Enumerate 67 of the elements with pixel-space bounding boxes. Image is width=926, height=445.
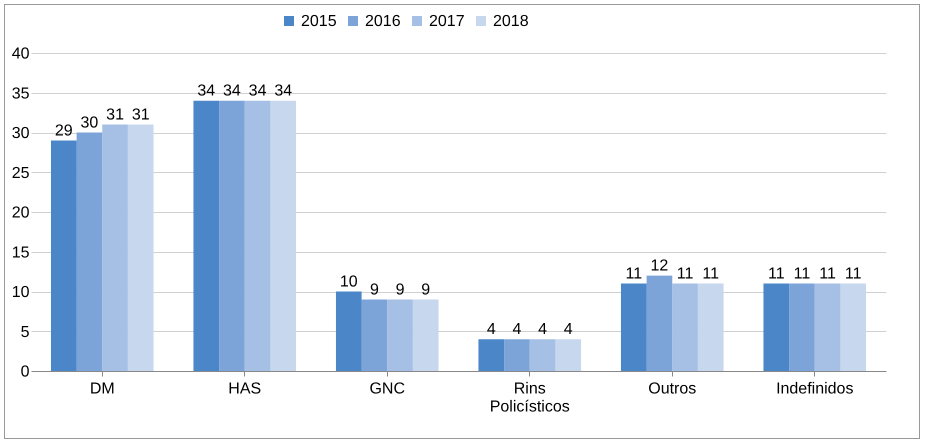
data-label: 11 (768, 266, 785, 283)
data-label: 34 (197, 82, 216, 100)
bar (840, 284, 866, 371)
data-label: 31 (132, 106, 150, 124)
bar (672, 284, 698, 371)
data-label: 4 (538, 321, 548, 338)
data-label: 4 (486, 321, 496, 338)
bar (270, 100, 296, 371)
y-tick-label: 20 (12, 204, 30, 222)
y-tick-label: 35 (12, 85, 30, 102)
x-tick-label: GNC (369, 380, 406, 398)
y-tick-label: 10 (12, 284, 30, 301)
bar (555, 339, 582, 371)
x-tick-label: Rins Policísticos (490, 380, 570, 416)
data-label: 4 (564, 321, 573, 338)
bar (193, 100, 220, 371)
bar (646, 276, 672, 371)
data-label: 9 (396, 281, 405, 298)
bar (336, 292, 362, 371)
data-label: 11 (676, 266, 694, 283)
bar (504, 339, 530, 371)
x-tick-label: Outros (648, 380, 696, 398)
bar (76, 132, 102, 371)
y-tick-label: 0 (20, 364, 30, 380)
bar (814, 284, 840, 371)
data-label: 4 (512, 321, 522, 338)
data-label: 30 (80, 114, 98, 132)
data-label: 10 (340, 274, 358, 290)
bar (620, 284, 647, 371)
legend-label: 2016 (365, 13, 401, 30)
data-label: 31 (106, 106, 124, 124)
bar (698, 284, 724, 371)
legend-label: 2017 (429, 13, 465, 30)
bar (530, 339, 556, 371)
data-label: 9 (370, 281, 379, 298)
data-label: 11 (625, 266, 642, 283)
bar (763, 284, 790, 371)
y-tick-label: 5 (20, 324, 30, 341)
data-label: 34 (248, 82, 267, 100)
bar (387, 299, 413, 371)
bar (412, 299, 439, 371)
data-label: 11 (844, 266, 862, 283)
y-tick-label: 30 (12, 125, 30, 142)
data-label: 11 (702, 266, 720, 283)
x-tick-label: DM (90, 380, 115, 398)
y-tick-label: 15 (12, 244, 30, 262)
data-label: 11 (819, 266, 836, 283)
x-tick-label: HAS (228, 380, 262, 398)
bar (789, 284, 815, 371)
bar (478, 339, 504, 371)
bar (244, 100, 270, 371)
data-label: 34 (274, 82, 292, 100)
y-tick-label: 40 (12, 46, 30, 62)
bar (50, 140, 77, 371)
legend-label: 2018 (493, 13, 529, 30)
bar (128, 124, 154, 371)
data-label: 9 (421, 281, 430, 298)
y-tick-label: 25 (12, 164, 30, 182)
data-label: 11 (794, 266, 810, 283)
data-label: 29 (54, 122, 73, 140)
data-label: 12 (650, 258, 668, 275)
data-label: 34 (223, 82, 241, 100)
legend-label: 2015 (301, 13, 337, 30)
bar (219, 100, 245, 371)
x-tick-label: Indefinidos (776, 380, 854, 398)
bar (362, 299, 388, 371)
bar (102, 124, 128, 371)
